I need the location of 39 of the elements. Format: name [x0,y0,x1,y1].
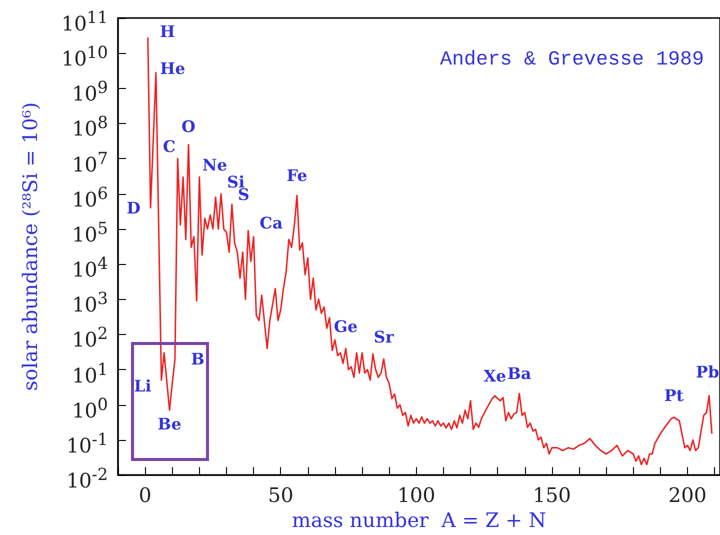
y-tick-label: 10$^{5}$ [72,218,108,248]
x-tick-label: 50 [268,483,294,508]
annotation: B [190,350,204,369]
y-tick-label: 10$^{10}$ [61,42,108,72]
annotation: Pb [696,362,720,382]
y-axis-title: solar abundance (²⁸Si = 10⁶) [18,102,42,391]
annotation: Ge [334,316,358,336]
y-tick-label: 10$^{0}$ [72,394,108,424]
annotation: Anders & Grevesse 1989 [440,48,704,72]
annotation: H [160,22,175,41]
y-tick-label: 10$^{8}$ [72,112,108,142]
annotation: Ba [507,364,532,383]
annotation: Ne [202,156,228,175]
y-tick-label: 10$^{1}$ [72,358,108,388]
annotation: O [182,117,196,136]
y-tick-label: 10$^{3}$ [72,288,108,318]
x-tick-label: 100 [397,483,436,508]
annotation: He [160,59,186,78]
x-axis-title: mass number A = Z + N [292,508,546,532]
annotation: Xe [484,366,506,386]
annotation: Fe [286,166,308,185]
x-tick-label: 150 [532,483,571,508]
y-tick-label: 10$^{2}$ [72,323,108,354]
y-tick-label: 10$^{9}$ [72,77,108,107]
y-tick-label: 10$^{7}$ [72,148,108,178]
annotation: Li [134,376,152,396]
y-tick-label: 10$^{4}$ [72,253,108,283]
y-tick-label: 10$^{11}$ [61,7,108,37]
annotation: D [126,198,141,218]
x-tick-label: 0 [138,483,152,508]
annotation: Be [158,414,182,434]
annotation: Sr [374,328,394,347]
annotation: Pt [664,386,684,405]
y-tick-label: 10$^{-1}$ [66,428,108,459]
annotation: C [162,137,176,156]
x-tick-label: 200 [668,483,707,508]
y-tick-label: 10$^{-2}$ [66,464,108,494]
y-tick-label: 10$^{6}$ [72,182,108,212]
annotation: Ca [260,213,283,232]
